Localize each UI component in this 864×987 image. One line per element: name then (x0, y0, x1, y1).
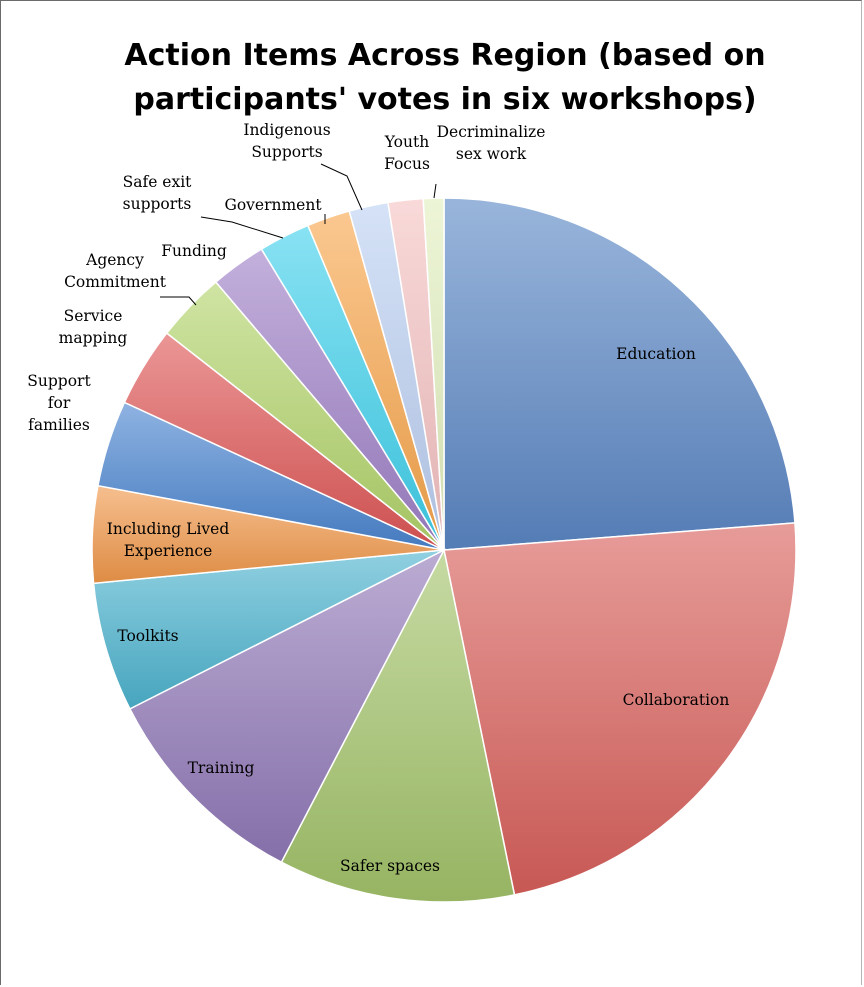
slice-label-line: Agency (85, 251, 144, 269)
slice-label-line: Safe exit (123, 173, 193, 191)
pie-slice-training (128, 548, 446, 864)
leader-line-agency-commitment (160, 296, 197, 306)
slice-label-line: families (28, 416, 90, 434)
chart-title: Action Items Across Region (based on par… (0, 34, 864, 122)
slice-label-line: Toolkits (117, 627, 178, 645)
slice-label-line: Education (616, 345, 696, 363)
pie-slice-education (443, 197, 796, 551)
slice-label-line: mapping (59, 329, 128, 347)
slice-label-line: Support (27, 372, 91, 390)
slice-label-line: Service (64, 307, 123, 325)
slice-label-line: sex work (456, 145, 527, 163)
slice-label-line: for (48, 394, 71, 412)
pie-slice-decriminalize-sex-work (422, 197, 445, 551)
slice-label-safer-spaces: Safer spaces (340, 857, 440, 875)
slice-label-decriminalize-sex-work: Decriminalize sex work (437, 123, 546, 163)
slice-label-line: Collaboration (623, 691, 730, 709)
slice-label-indigenous-supports: Indigenous Supports (243, 121, 330, 161)
leader-line-indigenous-supports (320, 163, 363, 211)
slice-label-line: Indigenous (243, 121, 330, 139)
pie-slice-safer-spaces (280, 547, 516, 903)
slice-label-line: Including Lived (107, 520, 230, 538)
slice-label-line: Focus (384, 155, 430, 173)
slice-label-support-for-families: Support for families (27, 372, 91, 434)
slice-label-line: supports (123, 195, 192, 213)
leader-line-decriminalize-sex-work (433, 183, 437, 199)
slice-label-service-mapping: Service mapping (59, 307, 128, 347)
slice-label-toolkits: Toolkits (117, 627, 178, 645)
slice-label-including-lived-experience: Including Lived Experience (107, 520, 230, 560)
slice-label-line: Commitment (64, 273, 167, 291)
slice-label-line: Experience (124, 542, 213, 560)
slice-label-agency-commitment: Agency Commitment (64, 251, 167, 291)
slice-label-safe-exit-supports: Safe exit supports (123, 173, 193, 213)
slice-label-government: Government (224, 196, 322, 214)
slice-label-youth-focus: Youth Focus (384, 133, 430, 173)
slice-label-line: Government (224, 196, 322, 214)
slice-label-line: Training (188, 759, 255, 777)
slice-label-training: Training (188, 759, 255, 777)
slice-label-collaboration: Collaboration (623, 691, 730, 709)
slice-label-line: Youth (384, 133, 429, 151)
leader-line-safe-exit-supports (200, 216, 284, 239)
chart-title-line-2: participants' votes in six workshops) (133, 82, 757, 117)
slice-label-funding: Funding (161, 242, 227, 260)
slice-label-line: Decriminalize (437, 123, 546, 141)
slice-label-education: Education (616, 345, 696, 363)
chart-title-line-1: Action Items Across Region (based on (124, 38, 766, 73)
slice-label-line: Safer spaces (340, 857, 440, 875)
slice-label-line: Funding (161, 242, 227, 260)
pie-slice-toolkits (92, 549, 445, 710)
pie-slice-collaboration (443, 522, 797, 896)
slice-label-line: Supports (251, 143, 322, 161)
